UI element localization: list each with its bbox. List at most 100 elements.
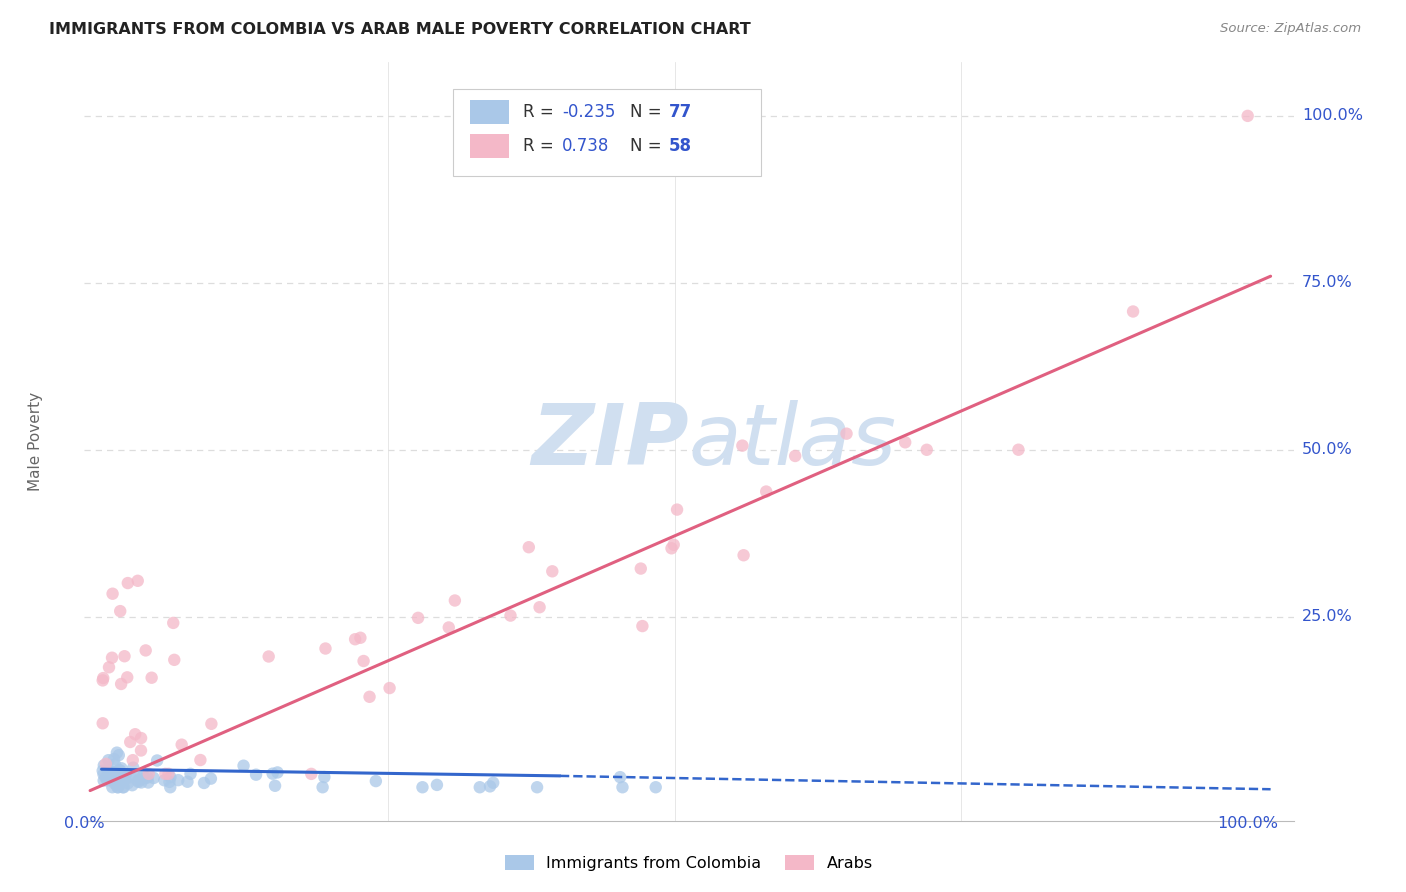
Point — [314, 641, 336, 656]
Point — [115, 670, 138, 684]
Point — [120, 770, 142, 784]
Point — [108, 772, 131, 787]
Point — [894, 435, 917, 450]
Point — [105, 777, 128, 791]
Point — [111, 780, 134, 795]
Point — [153, 773, 176, 788]
Point — [101, 587, 124, 601]
Point — [609, 770, 631, 784]
Point — [96, 773, 118, 788]
Point — [200, 772, 222, 786]
Point — [176, 774, 198, 789]
Point — [108, 764, 131, 778]
Point — [266, 765, 288, 780]
Point — [104, 776, 127, 790]
Point — [104, 772, 127, 787]
Text: Source: ZipAtlas.com: Source: ZipAtlas.com — [1220, 22, 1361, 36]
Point — [93, 758, 115, 772]
Point — [159, 774, 181, 789]
Point — [1007, 442, 1029, 457]
Point — [915, 442, 938, 457]
Point — [835, 426, 858, 441]
Point — [108, 604, 131, 618]
Point — [364, 774, 387, 789]
Point — [101, 650, 124, 665]
Point — [112, 773, 135, 788]
Point — [257, 649, 280, 664]
FancyBboxPatch shape — [470, 100, 509, 124]
Point — [167, 773, 190, 788]
Point — [91, 764, 114, 778]
Point — [94, 756, 117, 771]
Point — [731, 439, 754, 453]
Point — [499, 608, 522, 623]
Point — [132, 769, 155, 783]
Point — [105, 746, 128, 760]
Text: 58: 58 — [668, 136, 692, 155]
Point — [91, 673, 114, 688]
Point — [115, 767, 138, 781]
Point — [100, 764, 122, 779]
Point — [97, 753, 120, 767]
Point — [344, 632, 367, 647]
Point — [180, 767, 202, 781]
Point — [146, 754, 169, 768]
Text: 50.0%: 50.0% — [1302, 442, 1353, 458]
Point — [129, 771, 152, 785]
Point — [353, 654, 375, 668]
Point — [104, 757, 127, 772]
Point — [541, 564, 564, 578]
Text: R =: R = — [523, 103, 560, 120]
Point — [785, 449, 807, 463]
Point — [120, 735, 142, 749]
Point — [478, 780, 501, 794]
Point — [136, 775, 159, 789]
Text: 25.0%: 25.0% — [1302, 609, 1353, 624]
Text: R =: R = — [523, 136, 565, 155]
Text: -0.235: -0.235 — [562, 103, 616, 120]
Point — [155, 767, 177, 781]
Point — [162, 615, 184, 630]
Point — [107, 780, 129, 795]
Point — [97, 764, 120, 778]
Point — [110, 772, 132, 786]
Point — [517, 540, 540, 554]
Point — [108, 764, 131, 778]
Point — [159, 780, 181, 795]
Point — [159, 770, 181, 784]
Point — [406, 611, 429, 625]
Point — [122, 761, 145, 775]
Point — [349, 631, 371, 645]
Point — [101, 780, 124, 795]
Point — [444, 593, 467, 607]
Point — [245, 767, 267, 781]
Point — [378, 681, 401, 695]
FancyBboxPatch shape — [470, 134, 509, 158]
Point — [1236, 109, 1258, 123]
Point — [529, 600, 551, 615]
Point — [411, 780, 433, 795]
Point — [138, 767, 160, 781]
Point — [129, 731, 152, 745]
FancyBboxPatch shape — [453, 89, 762, 177]
Point — [108, 764, 131, 778]
Point — [98, 769, 121, 783]
Point — [468, 780, 491, 795]
Point — [666, 502, 689, 516]
Text: Male Poverty: Male Poverty — [28, 392, 44, 491]
Text: 77: 77 — [668, 103, 692, 120]
Point — [129, 743, 152, 757]
Point — [94, 771, 117, 785]
Point — [110, 677, 132, 691]
Point — [644, 780, 666, 795]
Point — [141, 671, 163, 685]
Text: 100.0%: 100.0% — [1302, 109, 1362, 123]
Point — [91, 716, 114, 731]
Point — [121, 778, 143, 792]
Point — [264, 779, 287, 793]
Point — [91, 671, 114, 685]
Point — [170, 738, 193, 752]
Point — [193, 776, 215, 790]
Text: N =: N = — [630, 136, 666, 155]
Point — [127, 775, 149, 789]
